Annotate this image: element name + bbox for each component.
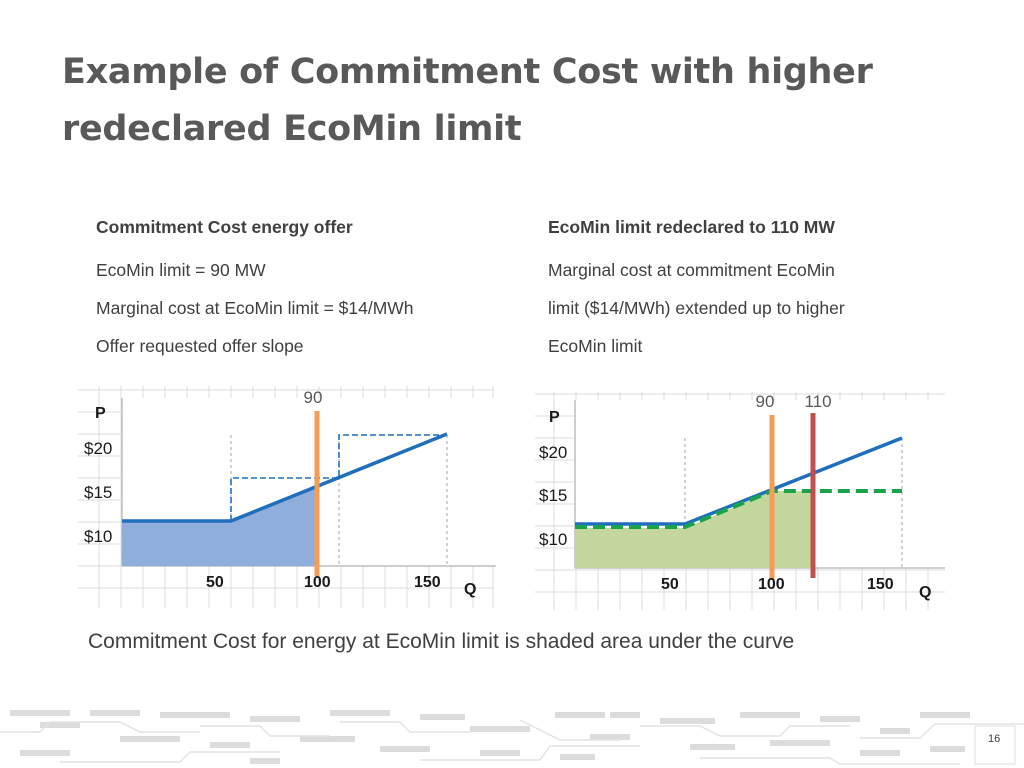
left-heading: Commitment Cost energy offer <box>96 217 353 237</box>
right-line-2: limit ($14/MWh) extended up to higher <box>548 298 845 318</box>
slide-title: Example of Commitment Cost with higher r… <box>62 44 962 158</box>
left-marker-label-90: 90 <box>304 388 323 407</box>
left-y-tick-15: $15 <box>84 483 112 502</box>
right-x-tick-50: 50 <box>661 576 679 593</box>
left-y-tick-10: $10 <box>84 527 112 546</box>
left-y-tick-20: $20 <box>84 439 112 458</box>
right-x-axis-label: Q <box>919 584 931 601</box>
left-text-block: Commitment Cost energy offer EcoMin limi… <box>96 214 516 365</box>
right-y-axis-label: P <box>549 409 560 426</box>
left-x-axis-label: Q <box>464 581 476 598</box>
right-chart: 90 110 P $20 $15 $10 50 100 150 Q <box>535 386 947 614</box>
right-x-tick-100: 100 <box>758 576 785 593</box>
right-text-block: EcoMin limit redeclared to 110 MW Margin… <box>548 214 948 365</box>
left-line-ecomin: EcoMin limit = 90 MW <box>96 260 266 280</box>
right-shaded-cost-area <box>575 491 813 568</box>
right-line-3: EcoMin limit <box>548 336 643 356</box>
right-x-tick-150: 150 <box>867 576 894 593</box>
right-y-tick-15: $15 <box>539 486 567 505</box>
right-y-tick-20: $20 <box>539 443 567 462</box>
slide-caption: Commitment Cost for energy at EcoMin lim… <box>88 630 795 653</box>
left-x-tick-100: 100 <box>304 574 331 591</box>
right-offer-curve <box>575 436 903 526</box>
right-line-1: Marginal cost at commitment EcoMin <box>548 260 835 280</box>
right-extended-cost-line <box>575 489 902 529</box>
left-offer-curve <box>122 432 448 523</box>
right-y-tick-10: $10 <box>539 530 567 549</box>
title-line-2: redeclared EcoMin limit <box>62 109 522 149</box>
circuit-footer-decoration <box>0 710 1024 765</box>
left-y-axis-label: P <box>95 405 106 422</box>
page-number: 16 <box>988 733 1001 745</box>
left-shaded-cost-area <box>122 485 317 566</box>
title-line-1: Example of Commitment Cost with higher <box>62 52 873 92</box>
right-marker-label-90: 90 <box>756 392 775 411</box>
right-heading: EcoMin limit redeclared to 110 MW <box>548 217 835 237</box>
left-chart: 90 P $20 $15 $10 50 100 150 Q <box>78 380 498 612</box>
left-line-offer-slope: Offer requested offer slope <box>96 336 304 356</box>
left-step-offer-curve <box>230 434 447 521</box>
left-x-tick-50: 50 <box>206 574 224 591</box>
left-line-marginal-cost: Marginal cost at EcoMin limit = $14/MWh <box>96 298 414 318</box>
page-number-box <box>974 725 1016 765</box>
right-marker-label-110: 110 <box>804 392 831 411</box>
left-x-tick-150: 150 <box>414 574 441 591</box>
